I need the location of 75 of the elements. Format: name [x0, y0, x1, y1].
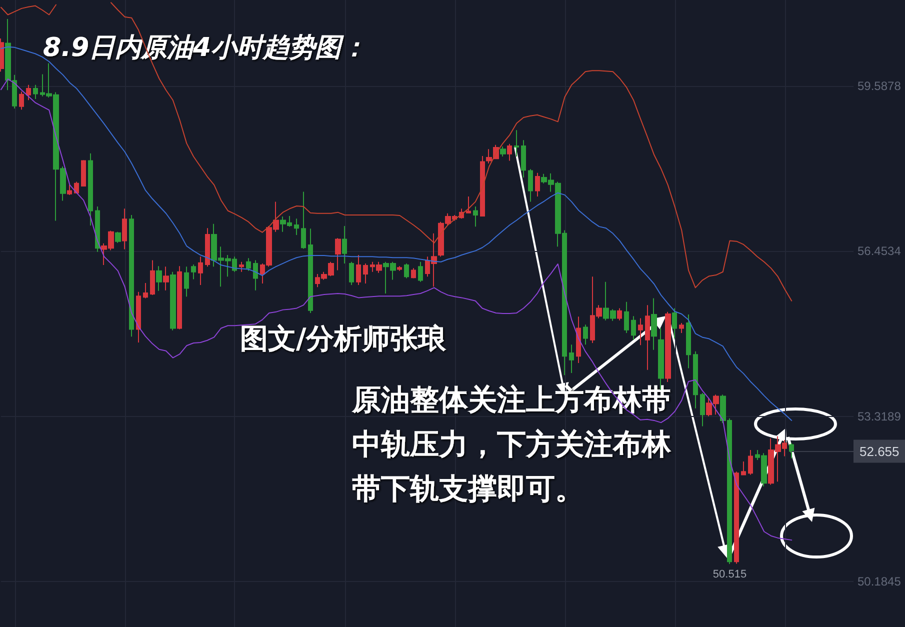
- y-tick-label: 56.4534: [858, 244, 902, 258]
- candlestick: [638, 318, 643, 346]
- candlestick: [507, 143, 512, 162]
- candlestick: [308, 228, 313, 314]
- candlestick: [33, 84, 38, 100]
- candlestick: [136, 291, 141, 343]
- candlestick: [122, 208, 127, 250]
- candlestick: [301, 191, 306, 250]
- candlestick: [521, 140, 526, 178]
- annotation: 图文/分析师张琅: [240, 322, 448, 355]
- candlestick: [335, 238, 341, 271]
- candlestick: [624, 301, 629, 334]
- candlestick: [617, 308, 622, 321]
- candlestick: [349, 261, 354, 286]
- candlestick: [741, 461, 746, 476]
- candlestick: [734, 471, 739, 564]
- candlestick: [693, 350, 698, 409]
- candlestick: [205, 228, 210, 268]
- candlestick: [81, 160, 86, 188]
- candlestick: [150, 260, 155, 296]
- candlestick: [184, 266, 189, 298]
- candlestick: [500, 146, 506, 157]
- candlestick: [583, 324, 588, 346]
- candlestick: [74, 181, 79, 194]
- candlestick: [26, 84, 31, 101]
- candlestick: [342, 226, 347, 264]
- candlestick: [95, 206, 100, 252]
- y-tick-label: 59.5878: [858, 79, 902, 93]
- candlestick: [418, 261, 423, 282]
- candlestick: [672, 308, 677, 339]
- candlestick: [239, 261, 244, 272]
- candlestick: [363, 262, 368, 284]
- candlestick: [177, 266, 182, 330]
- ref-line-label: 52.655: [860, 444, 900, 459]
- candlestick: [679, 322, 684, 334]
- y-tick-label: 53.3189: [858, 409, 902, 424]
- candlestick: [480, 155, 485, 218]
- candlestick: [170, 271, 176, 331]
- candlestick: [129, 214, 134, 338]
- candlestick: [246, 258, 251, 272]
- candlestick: [651, 298, 657, 350]
- candlestick: [163, 266, 169, 291]
- candlestick: [700, 392, 705, 427]
- candlestick: [686, 314, 691, 369]
- line-series: [0, 78, 792, 541]
- candlestick: [397, 266, 402, 272]
- candlestick: [569, 344, 574, 374]
- candlestick: [294, 218, 299, 236]
- candlestick: [19, 91, 24, 110]
- candlestick: [356, 254, 361, 286]
- annotation: 50.515: [712, 568, 747, 581]
- candlestick: [473, 206, 478, 228]
- candlestick: [67, 184, 72, 196]
- candlestick: [576, 316, 581, 364]
- candlestick: [789, 442, 794, 459]
- candlestick: [198, 256, 203, 286]
- candlestick: [748, 449, 753, 476]
- candlestick: [191, 264, 196, 280]
- candlestick: [143, 282, 148, 299]
- candlestick: [88, 152, 93, 226]
- candlestick: [645, 304, 650, 370]
- candlestick: [156, 266, 162, 292]
- candlestick: [528, 168, 533, 202]
- candlestick: [5, 18, 11, 91]
- candlestick: [115, 231, 121, 244]
- candlestick: [631, 316, 636, 340]
- candlestick: [535, 172, 540, 198]
- candlestick: [12, 74, 17, 110]
- candlestick: [411, 268, 416, 279]
- candlestick: [514, 130, 519, 157]
- candlestick: [466, 196, 471, 214]
- candlestick: [665, 311, 671, 382]
- candlestick: [253, 260, 258, 291]
- candlestick: [404, 262, 409, 279]
- y-tick-label: 50.1845: [858, 574, 902, 588]
